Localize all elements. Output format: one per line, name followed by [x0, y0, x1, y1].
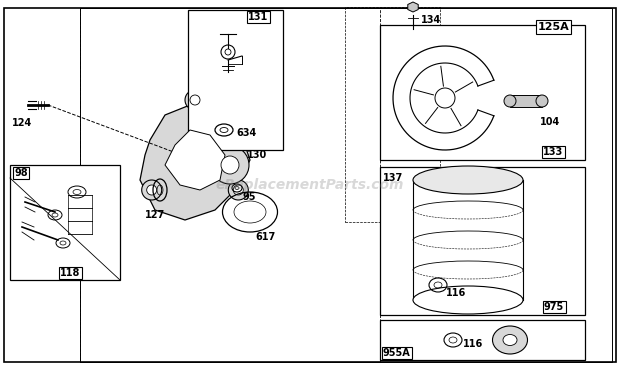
Text: 98: 98 [14, 168, 28, 178]
Text: 133: 133 [543, 147, 563, 157]
Text: 125A: 125A [538, 22, 570, 32]
Text: 104: 104 [540, 117, 560, 127]
Text: 95: 95 [243, 192, 257, 202]
Text: 955A: 955A [383, 348, 410, 358]
Ellipse shape [228, 180, 248, 200]
Bar [510, 95, 542, 107]
Polygon shape [140, 105, 250, 220]
Text: 975: 975 [544, 302, 564, 312]
Text: 116: 116 [463, 339, 483, 349]
Text: 130: 130 [247, 150, 267, 160]
Text: eReplacementParts.com: eReplacementParts.com [216, 178, 404, 192]
Text: 131: 131 [248, 12, 268, 22]
Ellipse shape [503, 334, 517, 346]
Bar [345, 7, 440, 222]
Text: 127: 127 [145, 210, 166, 220]
Ellipse shape [211, 146, 249, 184]
Bar [380, 320, 585, 360]
Polygon shape [165, 130, 225, 190]
Ellipse shape [142, 180, 162, 200]
Circle shape [233, 185, 243, 195]
Bar [380, 167, 585, 315]
Text: 116: 116 [446, 288, 466, 298]
Ellipse shape [504, 95, 516, 107]
Bar [380, 25, 585, 160]
Bar [80, 8, 612, 362]
Text: 118: 118 [60, 268, 81, 278]
Text: 617: 617 [255, 232, 275, 242]
Text: 137: 137 [383, 173, 403, 183]
Bar [80, 8, 380, 362]
Bar [10, 165, 120, 280]
Circle shape [147, 185, 157, 195]
Ellipse shape [185, 90, 205, 110]
Ellipse shape [413, 286, 523, 314]
Ellipse shape [221, 156, 239, 174]
Ellipse shape [492, 326, 528, 354]
Polygon shape [408, 2, 419, 12]
Text: 634: 634 [236, 128, 256, 138]
Text: 134: 134 [421, 15, 441, 25]
Circle shape [190, 95, 200, 105]
Ellipse shape [536, 95, 548, 107]
Text: 124: 124 [12, 118, 32, 128]
Circle shape [435, 88, 455, 108]
Ellipse shape [413, 166, 523, 194]
Bar [188, 10, 283, 150]
